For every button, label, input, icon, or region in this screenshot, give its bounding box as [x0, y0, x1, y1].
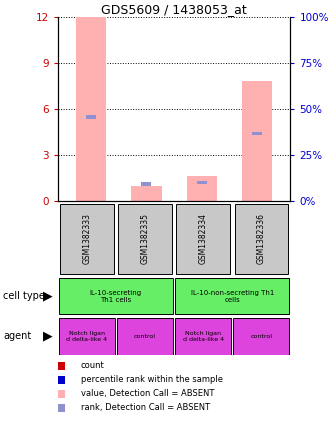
- Bar: [118, 204, 172, 274]
- Bar: [242, 81, 272, 201]
- Title: GDS5609 / 1438053_at: GDS5609 / 1438053_at: [101, 3, 247, 16]
- Text: agent: agent: [3, 331, 32, 341]
- Text: control: control: [250, 334, 272, 339]
- Bar: [76, 17, 106, 201]
- Text: GSM1382336: GSM1382336: [257, 214, 266, 264]
- Bar: [233, 318, 289, 354]
- Text: Notch ligan
d delta-like 4: Notch ligan d delta-like 4: [66, 331, 107, 342]
- Bar: [141, 182, 151, 186]
- Text: GSM1382335: GSM1382335: [141, 214, 149, 264]
- Text: GSM1382334: GSM1382334: [199, 214, 208, 264]
- Text: GSM1382333: GSM1382333: [82, 214, 91, 264]
- Bar: [186, 176, 217, 201]
- Bar: [252, 132, 262, 135]
- Text: IL-10-non-secreting Th1
cells: IL-10-non-secreting Th1 cells: [190, 290, 274, 302]
- Bar: [86, 115, 96, 118]
- Text: IL-10-secreting
Th1 cells: IL-10-secreting Th1 cells: [90, 290, 142, 302]
- Bar: [235, 204, 288, 274]
- Text: cell type: cell type: [3, 291, 45, 301]
- Bar: [197, 181, 207, 184]
- Text: ▶: ▶: [43, 330, 53, 343]
- Text: percentile rank within the sample: percentile rank within the sample: [81, 375, 223, 385]
- Text: control: control: [134, 334, 156, 339]
- Bar: [177, 204, 230, 274]
- Text: rank, Detection Call = ABSENT: rank, Detection Call = ABSENT: [81, 403, 210, 412]
- Bar: [117, 318, 173, 354]
- Text: Notch ligan
d delta-like 4: Notch ligan d delta-like 4: [182, 331, 224, 342]
- Text: count: count: [81, 361, 105, 371]
- Bar: [59, 278, 173, 314]
- Bar: [131, 186, 162, 201]
- Text: value, Detection Call = ABSENT: value, Detection Call = ABSENT: [81, 389, 214, 398]
- Bar: [175, 318, 231, 354]
- Bar: [59, 318, 115, 354]
- Text: ▶: ▶: [43, 290, 53, 302]
- Bar: [60, 204, 114, 274]
- Bar: [175, 278, 289, 314]
